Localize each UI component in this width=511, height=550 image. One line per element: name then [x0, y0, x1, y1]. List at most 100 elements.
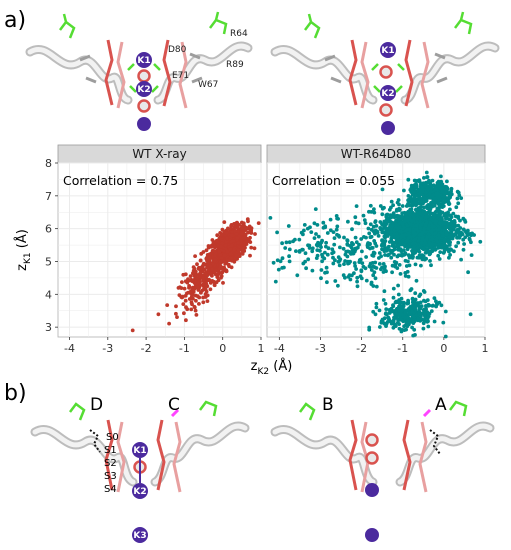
data-point	[205, 273, 210, 277]
data-point	[198, 271, 203, 276]
data-point	[165, 303, 170, 307]
data-point	[335, 224, 340, 229]
data-point	[455, 196, 460, 201]
data-point	[402, 188, 406, 193]
chain-label-c: C	[168, 395, 180, 415]
data-point	[346, 259, 350, 264]
data-point	[406, 274, 411, 279]
x-tick-label: -2	[141, 342, 152, 355]
data-point	[369, 268, 374, 272]
data-point	[412, 198, 416, 203]
data-point	[307, 243, 312, 248]
data-point	[201, 281, 206, 286]
data-point	[198, 283, 203, 287]
data-point	[201, 300, 206, 305]
correlation-label-right: Correlation = 0.055	[272, 173, 395, 188]
data-point	[411, 190, 416, 195]
data-point	[248, 240, 253, 245]
data-point	[384, 248, 389, 253]
data-point	[444, 216, 448, 221]
data-point	[350, 227, 354, 232]
data-point	[371, 284, 376, 288]
data-point	[441, 243, 446, 248]
data-point	[436, 212, 441, 217]
data-point	[240, 225, 244, 230]
data-point	[383, 239, 388, 243]
data-point	[400, 204, 405, 208]
y-axis-title-sub: K1	[23, 252, 33, 264]
data-point	[195, 262, 199, 267]
data-point	[380, 238, 385, 243]
data-point	[463, 229, 468, 234]
data-point	[224, 231, 229, 236]
data-point	[222, 253, 227, 258]
x-axis-title-unit: (Å)	[269, 358, 292, 374]
data-point	[373, 312, 378, 317]
data-point	[313, 207, 318, 212]
data-point	[461, 237, 466, 242]
data-point	[284, 240, 289, 245]
data-point	[224, 239, 228, 244]
structure-chains-b-a: B A	[270, 395, 495, 542]
data-point	[426, 203, 431, 207]
data-point	[374, 284, 379, 289]
data-point	[192, 267, 197, 271]
data-point	[338, 245, 342, 250]
data-point	[397, 214, 401, 219]
structure-wt-r64d80: K1 K2	[270, 11, 500, 135]
data-point	[205, 293, 210, 298]
data-point	[417, 192, 422, 197]
x-tick-label: 0	[219, 342, 226, 355]
data-point	[456, 229, 461, 234]
data-point	[315, 248, 320, 253]
data-point	[220, 241, 225, 246]
data-point	[190, 302, 194, 307]
data-point	[426, 214, 431, 219]
points-wt-xray	[130, 217, 261, 333]
data-point	[310, 249, 315, 254]
data-point	[352, 261, 357, 265]
data-point	[412, 241, 417, 246]
data-point	[325, 231, 330, 235]
data-point	[315, 242, 319, 247]
data-point	[167, 321, 172, 326]
data-point	[399, 229, 404, 234]
data-point	[320, 252, 324, 257]
data-point	[191, 288, 196, 293]
data-point	[355, 279, 359, 284]
data-point	[368, 222, 373, 227]
data-point	[198, 258, 203, 263]
data-point	[422, 176, 426, 180]
data-point	[414, 207, 418, 212]
data-point	[406, 177, 411, 182]
data-point	[466, 270, 470, 275]
data-point	[401, 319, 406, 324]
data-point	[361, 264, 366, 269]
data-point	[399, 296, 404, 301]
data-point	[427, 240, 432, 245]
data-point	[384, 234, 388, 238]
data-point	[447, 202, 451, 207]
data-point	[204, 289, 209, 294]
data-point	[435, 228, 440, 232]
data-point	[421, 326, 426, 331]
data-point	[366, 226, 371, 231]
data-point	[431, 237, 435, 242]
data-point	[383, 226, 388, 231]
data-point	[373, 260, 378, 265]
data-point	[381, 230, 386, 235]
data-point	[431, 200, 435, 204]
data-point	[424, 190, 428, 195]
data-point	[385, 246, 389, 250]
data-point	[421, 181, 426, 186]
data-point	[369, 227, 374, 232]
data-point	[429, 228, 434, 233]
data-point	[407, 244, 412, 249]
data-point	[416, 301, 420, 305]
data-point	[181, 302, 186, 306]
axis-ticks: -4 -3 -2 -1 0 1 -4 -3 -2 -1 0 1 3 4 5 6 7 8	[45, 157, 489, 355]
data-point	[437, 257, 442, 261]
data-point	[381, 298, 386, 302]
data-point	[243, 235, 247, 240]
data-point	[412, 244, 416, 249]
